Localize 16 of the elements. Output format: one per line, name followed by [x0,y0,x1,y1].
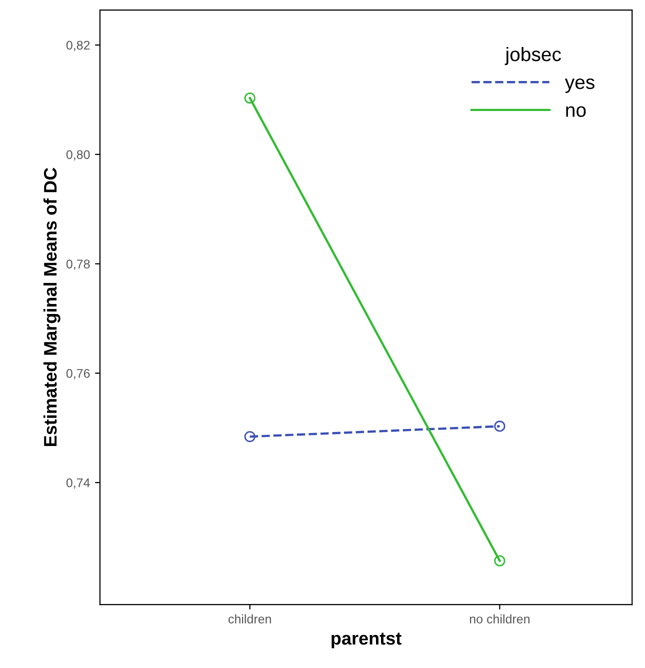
point [244,92,256,104]
x-tick-label: no children [470,614,530,624]
point [494,555,506,566]
y-tick-label: 0,78 [66,260,90,270]
y-tick-label: 0,76 [66,368,90,380]
y-tick-label: 0,82 [66,40,90,52]
legend-label: yes [564,78,594,93]
legend-label: no [566,106,586,117]
y-tick-label: 0,80 [66,150,90,161]
point [244,431,256,442]
x-tick-label: children [228,614,271,624]
y-axis-title: Estimated Marginal Means of DC [43,168,60,446]
x-axis-title: parentst [332,632,402,648]
legend-title: jobsec [504,46,561,66]
point [494,420,506,432]
y-tick-label: 0,74 [66,478,90,489]
